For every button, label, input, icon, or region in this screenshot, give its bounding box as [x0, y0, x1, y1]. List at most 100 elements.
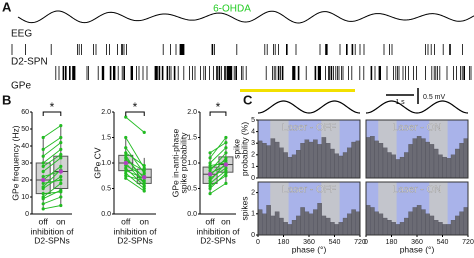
scale-label: 0.5 mV	[423, 94, 446, 101]
cell-point	[124, 146, 128, 150]
x-tick-label: 0	[364, 239, 368, 246]
y-tick-label: 1.0	[187, 160, 197, 167]
y-tick-label: 2	[251, 152, 255, 159]
bar	[442, 224, 447, 236]
cell-point	[41, 195, 45, 199]
pair-line	[43, 179, 61, 184]
bar	[408, 144, 413, 179]
bar	[404, 217, 409, 236]
pair-line	[42, 149, 62, 164]
bar	[425, 213, 430, 236]
bar	[438, 222, 443, 236]
significance: *	[50, 100, 55, 114]
significance-bracket	[125, 111, 145, 116]
x-tick-label: off	[205, 216, 215, 226]
pair-line	[125, 167, 145, 187]
pair-line	[42, 137, 62, 150]
median-point	[41, 177, 46, 183]
bar	[283, 152, 288, 179]
pair-line	[209, 165, 227, 174]
y-tick-label: 1	[251, 211, 255, 218]
panel-label: B	[2, 92, 11, 107]
cell-point	[41, 164, 45, 168]
cell-point	[208, 163, 212, 168]
bar	[313, 209, 318, 236]
bar	[317, 203, 322, 236]
bar	[270, 138, 276, 179]
y-axis-label: probability (%)	[239, 122, 249, 176]
pair-line	[43, 205, 61, 210]
bar	[274, 211, 280, 236]
cell-point	[208, 151, 212, 155]
bar	[421, 138, 426, 179]
y-tick-label: 1.5	[187, 134, 197, 141]
pair-line	[42, 125, 62, 138]
y-tick-label: 1.0	[101, 160, 111, 167]
y-axis-label: GPe in-anti-phase	[170, 128, 180, 197]
bar	[463, 138, 469, 179]
pair-line	[125, 165, 145, 177]
bar	[459, 143, 464, 179]
pair-line	[42, 183, 62, 198]
bar	[283, 222, 288, 236]
cell-point	[41, 202, 45, 206]
x-tick-label: off	[121, 216, 131, 226]
bar	[429, 215, 435, 236]
cell-point	[41, 181, 45, 185]
x-axis-label: inhibition of	[113, 226, 157, 236]
bar	[455, 215, 460, 236]
cell-point	[224, 181, 228, 185]
y-axis-label: GPe CV	[92, 147, 102, 179]
cell-point	[208, 161, 212, 165]
pair-line	[209, 175, 227, 187]
cell-point	[59, 164, 63, 168]
cell-point	[224, 156, 228, 160]
cell-point	[59, 152, 63, 157]
x-tick-label: 0	[256, 239, 260, 246]
cell-point	[208, 166, 212, 170]
cell-point	[142, 169, 146, 173]
significance-bracket	[42, 111, 62, 116]
x-axis-label: inhibition of	[30, 226, 74, 236]
bar	[291, 154, 297, 179]
panel-label: C	[243, 92, 253, 107]
y-tick-label: 2.0	[101, 109, 111, 116]
scale-label: 1 s	[395, 99, 405, 106]
y-tick-label: 2	[251, 189, 255, 196]
bar	[279, 147, 284, 179]
bar	[300, 143, 305, 179]
bar	[425, 141, 430, 179]
phase-wave	[365, 100, 469, 114]
cell-point	[124, 153, 128, 157]
bar	[370, 136, 375, 179]
trace-label: EEG	[11, 29, 32, 40]
x-tick-label: 180	[278, 239, 290, 246]
bar	[287, 156, 293, 179]
bar	[391, 222, 396, 236]
bar	[355, 140, 361, 179]
pair-line	[125, 116, 145, 133]
y-tick-label: 0	[251, 232, 255, 239]
bar	[334, 224, 339, 236]
cell-point	[59, 141, 63, 145]
trace-label: GPe	[11, 81, 31, 92]
cell-point	[124, 174, 128, 178]
bar	[257, 140, 263, 179]
cell-point	[224, 171, 228, 175]
y-tick-label: 20	[21, 177, 29, 184]
y-tick-label: 5	[251, 117, 255, 124]
bar	[446, 224, 452, 236]
pair-line	[43, 189, 61, 200]
bar	[399, 156, 405, 179]
cell-point	[224, 141, 228, 145]
cell-point	[59, 178, 63, 182]
bar	[287, 224, 293, 236]
x-tick-label: 360	[303, 239, 315, 246]
y-tick-label: 0	[25, 211, 29, 218]
cell-point	[142, 130, 146, 134]
bar	[351, 141, 356, 179]
y-tick-label: 1.5	[101, 134, 111, 141]
pair-line	[125, 177, 145, 192]
y-tick-label: 0.0	[187, 211, 197, 218]
pair-line	[125, 170, 145, 179]
